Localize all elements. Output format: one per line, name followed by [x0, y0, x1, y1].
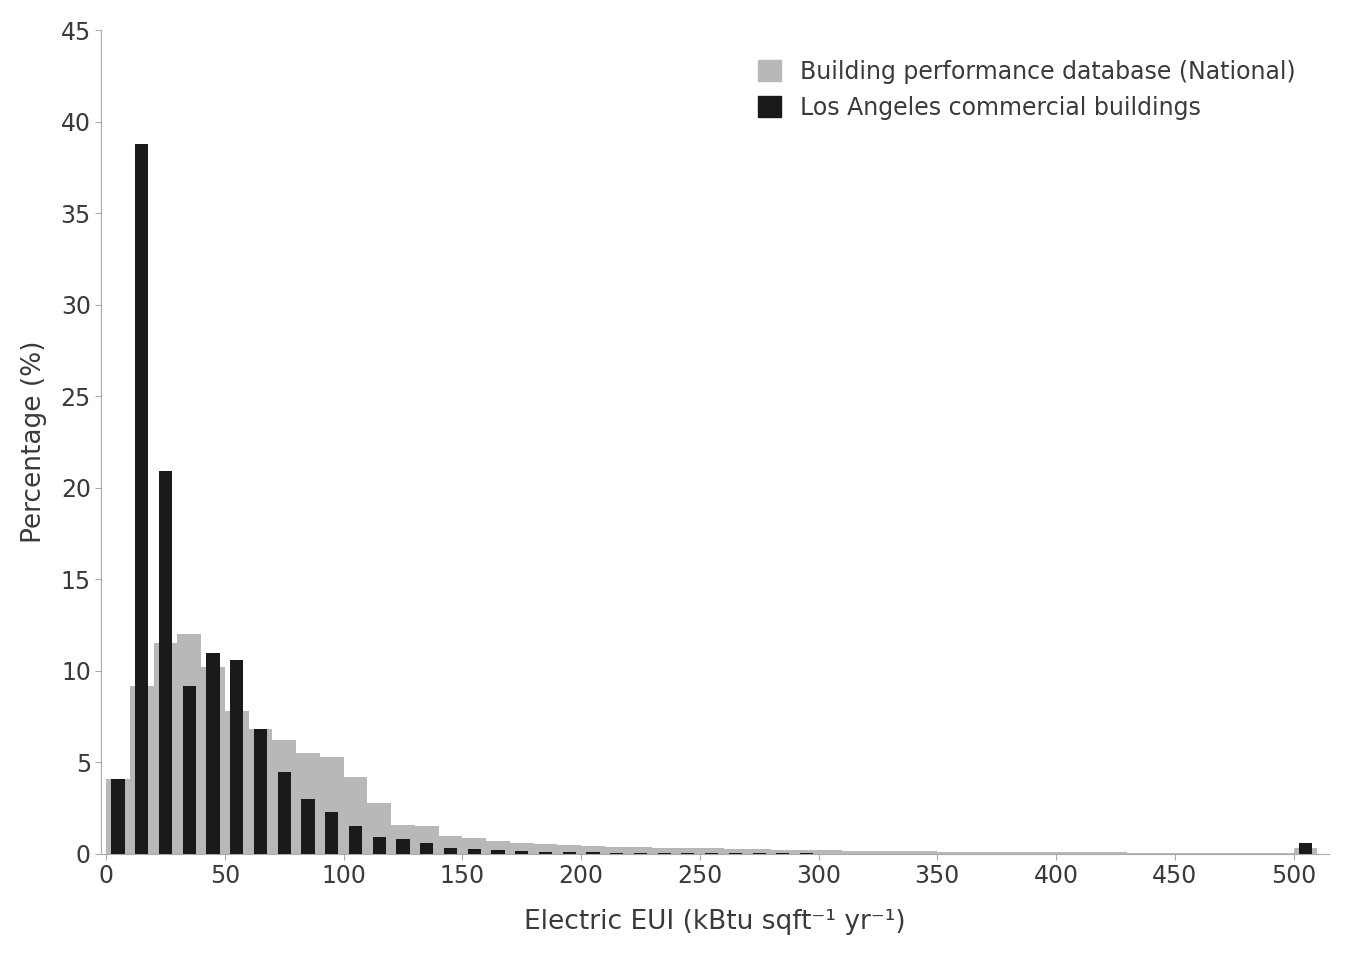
Bar [580, 846, 605, 854]
Bar [107, 779, 130, 854]
X-axis label: Electric EUI (kBtu sqft⁻¹ yr⁻¹): Electric EUI (kBtu sqft⁻¹ yr⁻¹) [524, 909, 906, 935]
Bar [373, 837, 386, 854]
Bar [657, 853, 671, 854]
Bar [491, 850, 505, 854]
Bar [867, 851, 890, 854]
Bar [225, 711, 248, 854]
Bar [771, 850, 795, 854]
Bar [325, 812, 339, 854]
Bar [914, 852, 937, 854]
Bar [961, 852, 984, 854]
Bar [1199, 853, 1222, 854]
Bar [1127, 853, 1152, 854]
Bar [842, 851, 867, 854]
Bar [159, 471, 171, 854]
Bar [1080, 853, 1103, 854]
Bar [348, 827, 362, 854]
Bar [610, 853, 624, 854]
Bar [135, 143, 148, 854]
Bar [467, 849, 481, 854]
Bar [439, 836, 462, 854]
Bar [516, 851, 528, 854]
Bar [248, 729, 273, 854]
Bar [795, 850, 818, 854]
Bar [586, 853, 599, 854]
Bar [254, 729, 267, 854]
Bar [1293, 848, 1318, 854]
Bar [1152, 853, 1174, 854]
Bar [652, 848, 676, 854]
Bar [462, 838, 486, 854]
Bar [1056, 852, 1080, 854]
Bar [182, 685, 196, 854]
Bar [1033, 852, 1056, 854]
Bar [130, 685, 154, 854]
Bar [278, 771, 290, 854]
Bar [558, 845, 580, 854]
Bar [273, 741, 296, 854]
Bar [563, 852, 575, 854]
Bar [984, 852, 1008, 854]
Legend: Building performance database (National), Los Angeles commercial buildings: Building performance database (National)… [748, 51, 1305, 129]
Bar [1299, 843, 1312, 854]
Bar [818, 850, 842, 854]
Bar [397, 839, 409, 854]
Bar [154, 643, 177, 854]
Bar [699, 848, 724, 854]
Bar [444, 848, 458, 854]
Bar [533, 844, 558, 854]
Bar [392, 825, 414, 854]
Bar [207, 653, 220, 854]
Bar [629, 847, 652, 854]
Bar [676, 848, 699, 854]
Bar [296, 753, 320, 854]
Bar [634, 853, 647, 854]
Bar [1174, 853, 1199, 854]
Bar [420, 843, 433, 854]
Bar [605, 847, 629, 854]
Bar [414, 827, 439, 854]
Bar [890, 851, 914, 854]
Bar [177, 634, 201, 854]
Bar [344, 777, 367, 854]
Bar [320, 757, 344, 854]
Bar [724, 849, 748, 854]
Bar [486, 841, 510, 854]
Bar [367, 803, 392, 854]
Bar [1103, 853, 1127, 854]
Bar [201, 667, 225, 854]
Bar [231, 660, 243, 854]
Bar [112, 779, 124, 854]
Y-axis label: Percentage (%): Percentage (%) [20, 341, 47, 543]
Bar [301, 799, 315, 854]
Bar [748, 849, 771, 854]
Bar [510, 843, 533, 854]
Bar [937, 852, 961, 854]
Bar [1008, 852, 1033, 854]
Bar [539, 852, 552, 854]
